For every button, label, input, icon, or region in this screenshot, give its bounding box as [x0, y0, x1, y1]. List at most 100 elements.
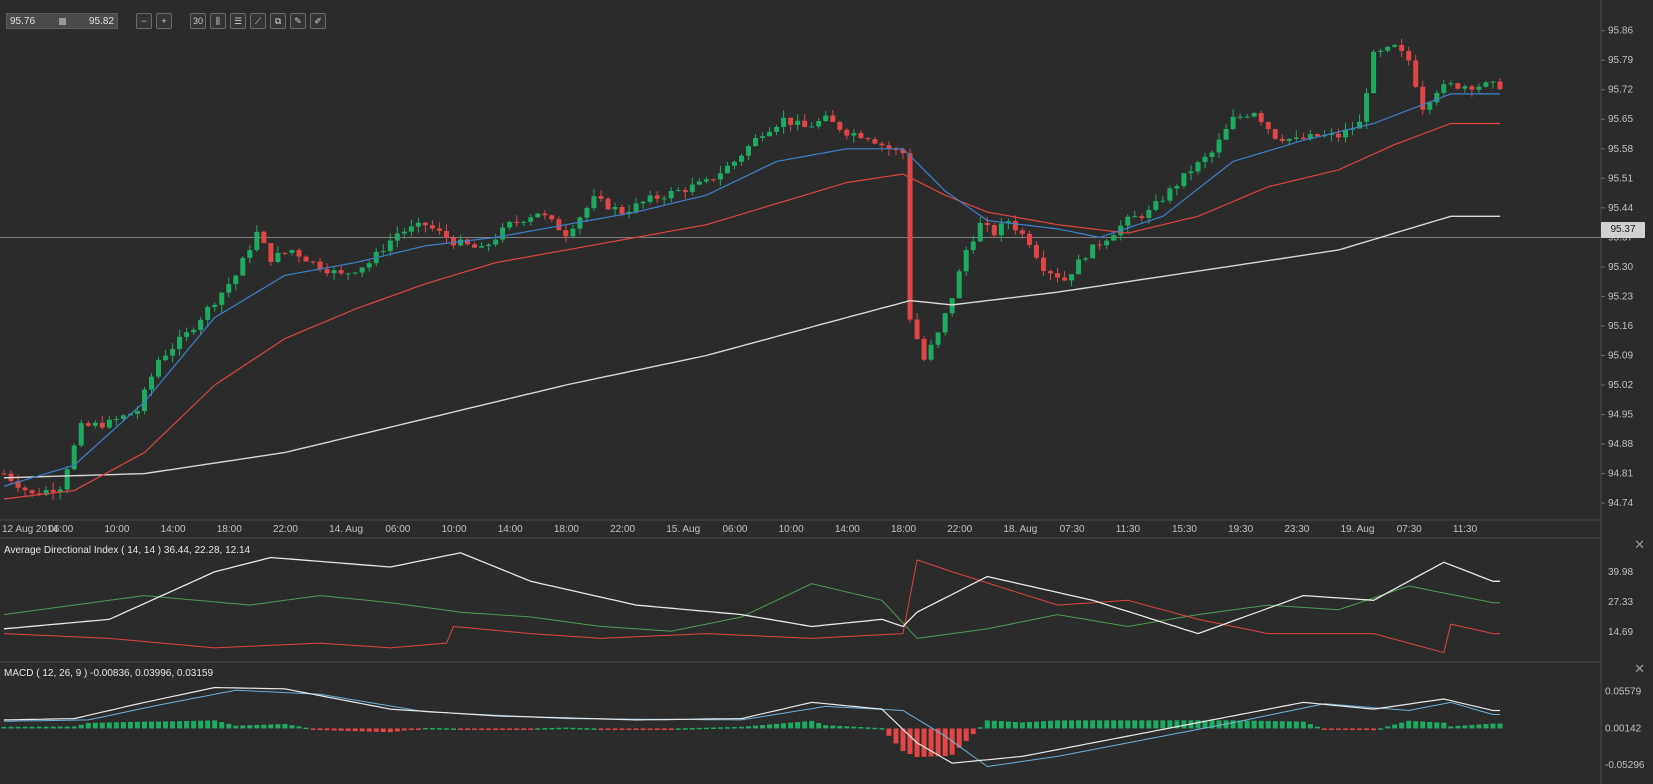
edit-button[interactable]: ✎	[290, 13, 306, 29]
macd-histogram-bar	[1293, 721, 1299, 729]
candle-body	[422, 222, 428, 226]
candle-body	[507, 221, 513, 228]
zoom-in-button[interactable]: +	[156, 13, 172, 29]
macd-histogram-bar	[338, 728, 344, 731]
macd-histogram-bar	[359, 728, 365, 732]
candle-body	[577, 217, 583, 229]
macd-histogram-bar	[528, 728, 534, 730]
macd-histogram-bar	[163, 721, 169, 729]
macd-histogram-bar	[816, 723, 822, 729]
zoom-out-icon: −	[141, 16, 147, 26]
candle-body	[549, 215, 555, 220]
candle-body	[556, 219, 562, 231]
macd-histogram-bar	[1230, 720, 1236, 729]
macd-tick-label: 0.00142	[1605, 723, 1642, 734]
candle-body	[1153, 201, 1159, 210]
candle-body	[675, 190, 681, 192]
macd-histogram-bar	[879, 728, 885, 730]
close-macd-icon[interactable]: ✕	[1634, 661, 1645, 676]
macd-histogram-bar	[507, 728, 513, 730]
candle-body	[844, 129, 850, 136]
macd-histogram-bar	[1279, 721, 1285, 729]
timeframe-button[interactable]: 30	[190, 13, 206, 29]
macd-histogram-bar	[1371, 728, 1377, 731]
candle-body	[254, 231, 260, 251]
macd-histogram-bar	[1146, 720, 1152, 729]
close-adx-icon[interactable]: ✕	[1634, 537, 1645, 552]
candle-body	[141, 389, 147, 412]
candle-body	[1342, 129, 1348, 138]
macd-histogram-bar	[1357, 728, 1363, 730]
macd-histogram-bar	[22, 726, 28, 729]
indicators-button[interactable]: ☰	[230, 13, 246, 29]
macd-histogram-bar	[626, 728, 632, 730]
macd-histogram-bar	[970, 728, 976, 735]
di-minus-line	[3, 559, 1500, 654]
macd-histogram-bar	[1090, 720, 1096, 729]
time-tick-label: 07:30	[1397, 524, 1422, 535]
candle-body	[1364, 93, 1370, 122]
candle-body	[1300, 137, 1306, 139]
candle-body	[479, 246, 485, 248]
candle-body	[605, 198, 611, 210]
macd-histogram-bar	[682, 728, 688, 730]
macd-histogram-bar	[1005, 721, 1011, 729]
candle-body	[823, 115, 829, 121]
candle-body	[689, 184, 695, 192]
candle-body	[198, 319, 204, 330]
candle-body	[1076, 259, 1082, 275]
chart-toolbar: 95.76 95.82 − +30 ⫼ ☰ ⟋ ⧉ ✎ ✐	[6, 12, 326, 30]
macd-histogram-bar	[233, 725, 239, 729]
macd-histogram-bar	[858, 727, 864, 729]
candle-body	[809, 126, 815, 128]
candle-body	[106, 419, 112, 428]
bid-ask-box[interactable]: 95.76 95.82	[6, 13, 118, 29]
candle-body	[879, 143, 885, 146]
macd-histogram-bar	[1455, 725, 1461, 729]
price-tick-label: 94.95	[1608, 410, 1633, 421]
macd-histogram-bar	[731, 726, 737, 729]
draw-line-button[interactable]: ⟋	[250, 13, 266, 29]
macd-histogram-bar	[549, 727, 555, 730]
mid-moving-average-line	[3, 122, 1500, 500]
candle-body	[1448, 83, 1454, 85]
macd-histogram-bar	[703, 727, 709, 730]
candle-body	[1174, 186, 1180, 189]
macd-histogram-bar	[1076, 720, 1082, 729]
macd-histogram-bar	[1314, 726, 1320, 729]
candle-body	[640, 201, 646, 204]
candle-body	[387, 240, 393, 252]
candle-body	[261, 231, 267, 244]
macd-histogram-bar	[788, 722, 794, 729]
candle-body	[1167, 188, 1173, 201]
candle-body	[226, 284, 232, 293]
macd-histogram-bar	[956, 728, 962, 748]
candle-body	[668, 191, 674, 199]
candle-body	[500, 227, 506, 240]
macd-histogram-bar	[837, 725, 843, 729]
macd-histogram-bar	[479, 728, 485, 730]
macd-histogram-bar	[261, 724, 267, 729]
macd-histogram-bar	[141, 721, 147, 729]
candle-body	[205, 307, 211, 320]
macd-histogram-bar	[991, 720, 997, 729]
candle-body	[647, 195, 653, 202]
copy-button[interactable]: ⧉	[270, 13, 286, 29]
macd-histogram-bar	[177, 721, 183, 729]
macd-histogram-bar	[998, 721, 1004, 729]
candle-body	[493, 239, 499, 245]
chart-type-button[interactable]: ⫼	[210, 13, 226, 29]
candle-body	[984, 223, 990, 225]
candle-body	[731, 161, 737, 166]
macd-histogram-bar	[591, 728, 597, 730]
candle-body	[1258, 112, 1264, 123]
candle-body	[219, 292, 225, 305]
macd-histogram-bar	[1195, 720, 1201, 729]
pencil-button[interactable]: ✐	[310, 13, 326, 29]
zoom-out-button[interactable]: −	[136, 13, 152, 29]
macd-histogram-bar	[493, 728, 499, 730]
macd-histogram-bar	[436, 728, 442, 730]
adx-line	[3, 552, 1500, 635]
macd-histogram-bar	[921, 728, 927, 757]
